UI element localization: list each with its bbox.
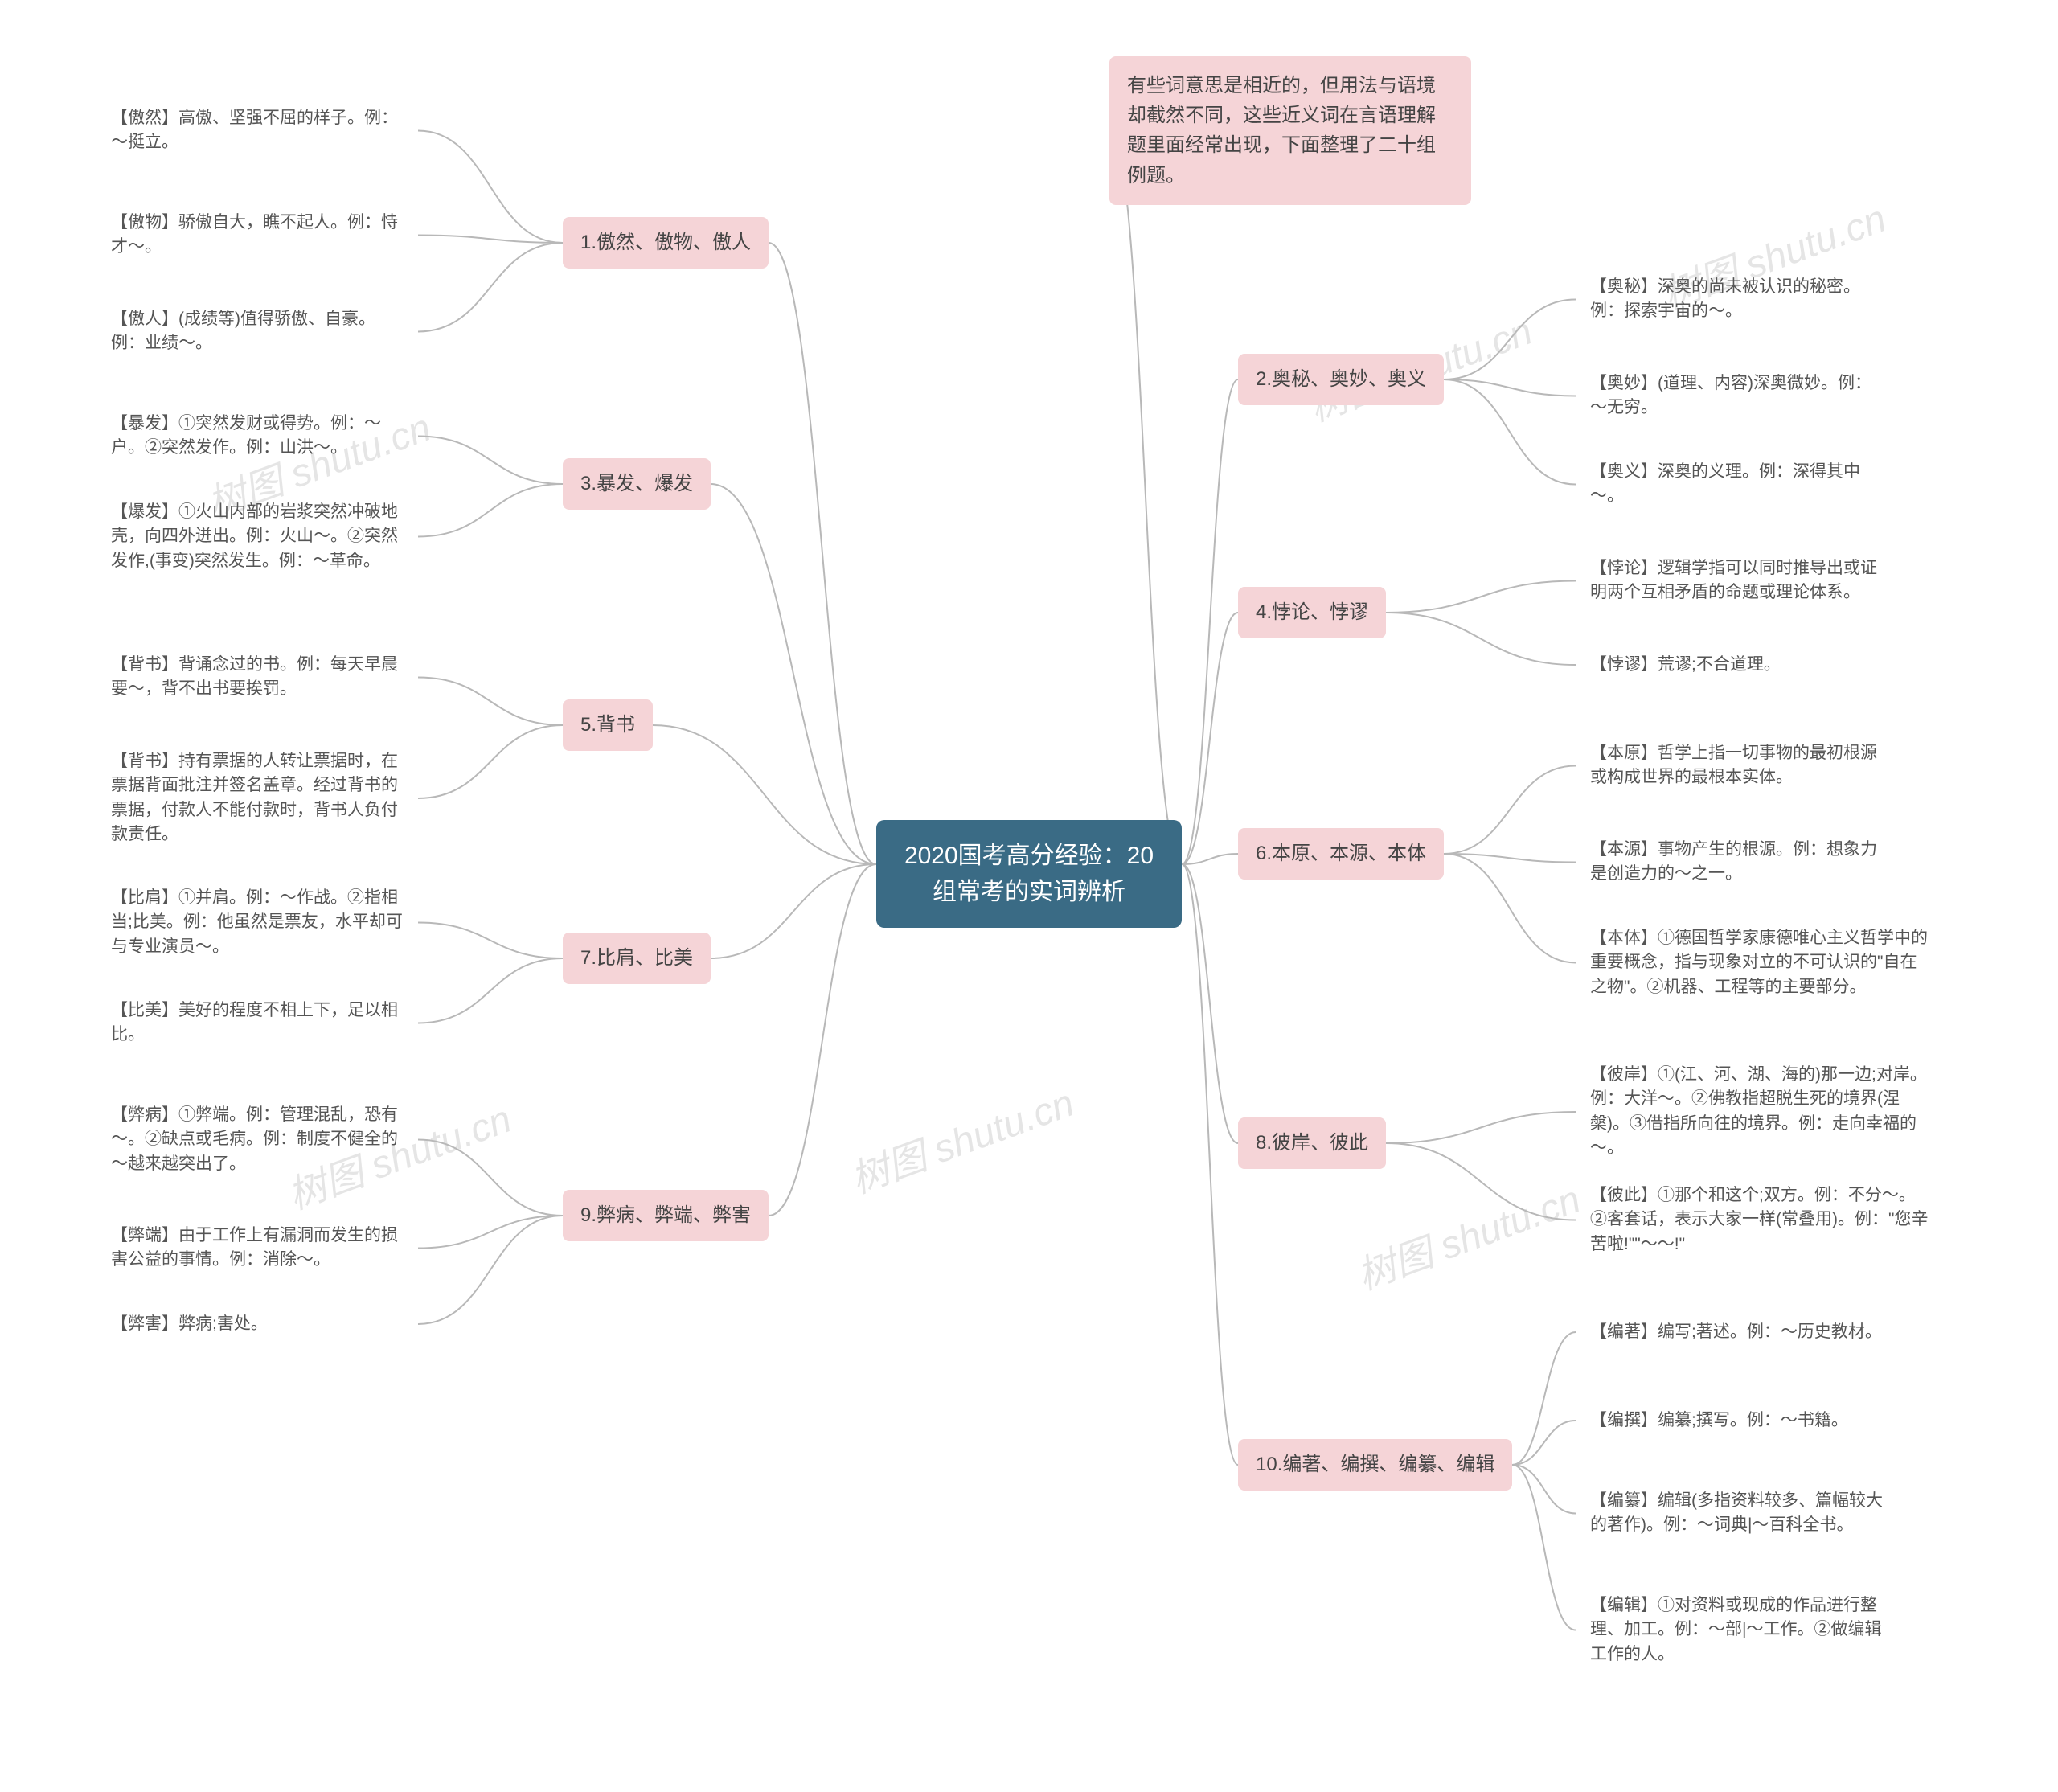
leaf-10-4: 【编辑】①对资料或现成的作品进行整理、加工。例：～部|～工作。②做编辑工作的人。: [1576, 1584, 1897, 1676]
leaf-2-1: 【奥秘】深奥的尚未被认识的秘密。例：探索宇宙的～。: [1576, 265, 1897, 334]
leaf-5-1: 【背书】背诵念过的书。例：每天早晨要～，背不出书要挨罚。: [96, 643, 418, 711]
leaf-5-2: 【背书】持有票据的人转让票据时，在票据背面批注并签名盖章。经过背书的票据，付款人…: [96, 740, 418, 857]
branch-6: 6.本原、本源、本体: [1238, 828, 1444, 880]
leaf-4-1: 【悖论】逻辑学指可以同时推导出或证明两个互相矛盾的命题或理论体系。: [1576, 547, 1897, 615]
leaf-9-2: 【弊端】由于工作上有漏洞而发生的损害公益的事情。例：消除～。: [96, 1214, 418, 1282]
watermark: 树图 shutu.cn: [1348, 1167, 1587, 1300]
branch-2: 2.奥秘、奥妙、奥义: [1238, 354, 1444, 405]
leaf-6-1: 【本原】哲学上指一切事物的最初根源或构成世界的最根本实体。: [1576, 732, 1897, 800]
leaf-3-1: 【暴发】①突然发财或得势。例：～户。②突然发作。例：山洪～。: [96, 402, 418, 470]
leaf-1-3: 【傲人】(成绩等)值得骄傲、自豪。例：业绩～。: [96, 297, 418, 366]
leaf-7-2: 【比美】美好的程度不相上下，足以相比。: [96, 989, 418, 1057]
leaf-6-3: 【本体】①德国哲学家康德唯心主义哲学中的重要概念，指与现象对立的不可认识的"自在…: [1576, 917, 1945, 1009]
branch-1: 1.傲然、傲物、傲人: [563, 217, 769, 269]
branch-4: 4.悖论、悖谬: [1238, 587, 1386, 638]
leaf-6-2: 【本源】事物产生的根源。例：想象力是创造力的～之一。: [1576, 828, 1897, 896]
leaf-10-1: 【编著】编写;著述。例：～历史教材。: [1576, 1310, 1897, 1354]
leaf-1-2: 【傲物】骄傲自大，瞧不起人。例：恃才～。: [96, 201, 418, 269]
branch-7: 7.比肩、比美: [563, 933, 711, 984]
center-node: 2020国考高分经验：20组常考的实词辨析: [876, 820, 1182, 928]
intro-node: 有些词意思是相近的，但用法与语境却截然不同，这些近义词在言语理解题里面经常出现，…: [1109, 56, 1471, 205]
branch-9: 9.弊病、弊端、弊害: [563, 1190, 769, 1241]
leaf-3-2: 【爆发】①火山内部的岩浆突然冲破地壳，向四外迸出。例：火山～。②突然发作,(事变…: [96, 490, 418, 583]
leaf-9-3: 【弊害】弊病;害处。: [96, 1302, 418, 1346]
branch-5: 5.背书: [563, 699, 653, 751]
leaf-1-1: 【傲然】高傲、坚强不屈的样子。例：～挺立。: [96, 96, 418, 165]
watermark: 树图 shutu.cn: [842, 1071, 1080, 1204]
leaf-2-3: 【奥义】深奥的义理。例：深得其中～。: [1576, 450, 1897, 519]
leaf-8-1: 【彼岸】①(江、河、湖、海的)那一边;对岸。例：大洋～。②佛教指超脱生死的境界(…: [1576, 1053, 1945, 1171]
leaf-7-1: 【比肩】①并肩。例：～作战。②指相当;比美。例：他虽然是票友，水平却可与专业演员…: [96, 876, 418, 969]
leaf-9-1: 【弊病】①弊端。例：管理混乱，恐有～。②缺点或毛病。例：制度不健全的～越来越突出…: [96, 1093, 418, 1186]
branch-8: 8.彼岸、彼此: [1238, 1117, 1386, 1169]
leaf-10-2: 【编撰】编纂;撰写。例：～书籍。: [1576, 1399, 1897, 1442]
leaf-8-2: 【彼此】①那个和这个;双方。例：不分～。②客套话，表示大家一样(常叠用)。例："…: [1576, 1174, 1945, 1266]
leaf-10-3: 【编纂】编辑(多指资料较多、篇幅较大的著作)。例：～词典|～百科全书。: [1576, 1479, 1897, 1548]
leaf-2-2: 【奥妙】(道理、内容)深奥微妙。例：～无穷。: [1576, 362, 1897, 430]
leaf-4-2: 【悖谬】荒谬;不合道理。: [1576, 643, 1897, 687]
branch-10: 10.编著、编撰、编纂、编辑: [1238, 1439, 1512, 1491]
branch-3: 3.暴发、爆发: [563, 458, 711, 510]
